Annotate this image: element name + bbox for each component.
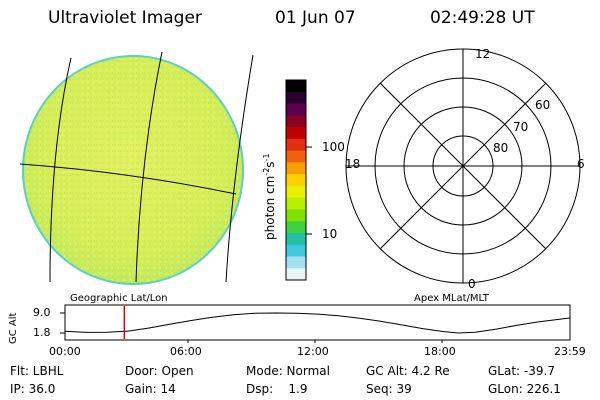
alt-ytick-low: 1.8 (33, 326, 51, 339)
uv-disk-image (19, 51, 254, 285)
colorbar-segment (286, 209, 306, 222)
alt-ylabel: GC Alt (8, 312, 19, 344)
polar-lat-80: 80 (493, 141, 509, 155)
colorbar-segment (286, 197, 306, 210)
time-label: 02:49:28 UT (430, 8, 535, 28)
colorbar-segment (286, 115, 306, 128)
alt-ytick-high: 9.0 (33, 306, 51, 319)
info-dsp: Dsp: 1.9 (246, 382, 308, 396)
polar-lat-70: 70 (513, 120, 529, 134)
colorbar-segment (286, 80, 306, 93)
colorbar-segment (286, 268, 306, 281)
info-ip: IP: 36.0 (10, 382, 56, 396)
colorbar (285, 79, 312, 281)
info-flt: Flt: LBHL (10, 364, 64, 378)
polar-lat-60: 60 (535, 98, 551, 112)
polar-mlt-18: 18 (345, 157, 361, 171)
polar-mlt-6: 6 (577, 157, 585, 171)
colorbar-tick-100: 100 (322, 140, 345, 154)
info-mode: Mode: Normal (246, 364, 330, 378)
info-glat: GLat: -39.7 (488, 364, 555, 378)
info-gain: Gain: 14 (125, 382, 176, 396)
colorbar-tick-10: 10 (322, 227, 338, 241)
info-seq: Seq: 39 (366, 382, 412, 396)
geo-panel-label: Geographic Lat/Lon (70, 293, 168, 304)
info-gc-alt: GC Alt: 4.2 Re (366, 364, 450, 378)
colorbar-segment (286, 127, 306, 140)
colorbar-segment (286, 185, 306, 199)
colorbar-segment (286, 103, 306, 116)
colorbar-segment (286, 150, 306, 163)
date-label: 01 Jun 07 (275, 8, 356, 28)
info-glon: GLon: 226.1 (488, 382, 561, 396)
alt-xtick-4: 23:59 (554, 345, 586, 358)
colorbar-segment (286, 256, 306, 269)
app-title: Ultraviolet Imager (48, 8, 202, 28)
polar-mlt-0: 0 (468, 277, 476, 291)
alt-xtick-0: 00:00 (49, 345, 81, 358)
info-door: Door: Open (125, 364, 194, 378)
colorbar-segment (286, 244, 306, 257)
colorbar-segment (286, 221, 306, 234)
altitude-plot (60, 304, 571, 343)
alt-xtick-3: 18:00 (424, 345, 456, 358)
colorbar-segment (286, 162, 306, 175)
colorbar-unit-label: photon cm-2s-1 (262, 153, 277, 240)
altitude-curve (64, 312, 570, 334)
polar-plot (345, 48, 581, 284)
apex-panel-label: Apex MLat/MLT (414, 293, 489, 304)
colorbar-segment (286, 232, 306, 246)
alt-xtick-1: 06:00 (170, 345, 202, 358)
alt-xtick-2: 12:00 (297, 345, 329, 358)
polar-mlt-12: 12 (475, 47, 491, 61)
colorbar-segment (286, 91, 306, 105)
colorbar-segment (286, 174, 306, 187)
colorbar-segment (286, 138, 306, 152)
